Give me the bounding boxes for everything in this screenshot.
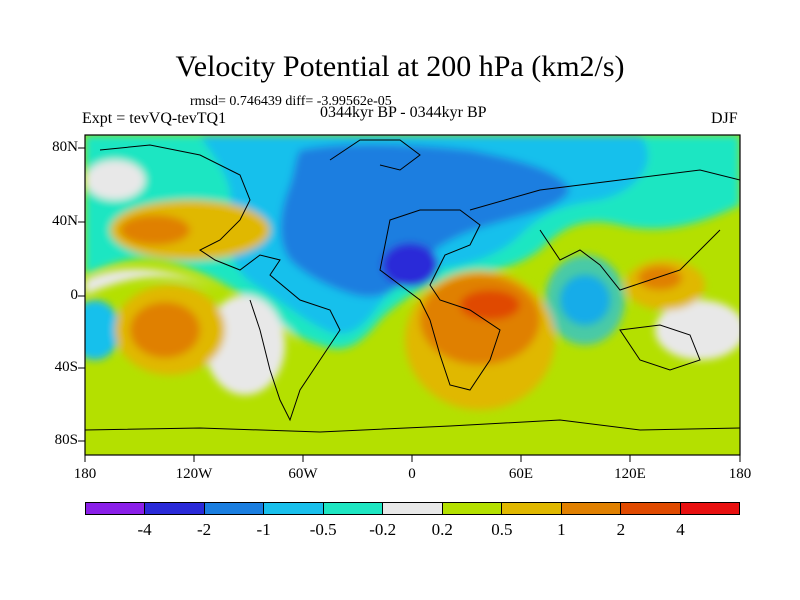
- coastlines: [85, 139, 740, 433]
- lon-label-60e: 60E: [508, 466, 534, 482]
- contour-neg4: [382, 243, 438, 287]
- contour-pos4-africa: [460, 290, 520, 320]
- lat-label-40s: 40S: [54, 359, 78, 375]
- colorbar-label: 2: [616, 520, 626, 539]
- lon-label-120w: 120W: [175, 466, 213, 482]
- colorbar-label: 1: [557, 520, 566, 539]
- colorbar-swatch-1: [145, 503, 205, 514]
- lon-label-60w: 60W: [288, 466, 318, 482]
- contour-neg1-indian: [545, 255, 625, 345]
- period-label: 0344kyr BP - 0344kyr BP: [320, 104, 487, 121]
- lat-label-80s: 80S: [54, 432, 78, 448]
- experiment-label: Expt = tevVQ-tevTQ1: [82, 110, 227, 127]
- axis-ticks: [78, 147, 741, 462]
- colorbar-swatch-5: [383, 503, 443, 514]
- colorbar-swatch-0: [86, 503, 146, 514]
- lon-label-120e: 120E: [614, 466, 646, 482]
- contour-pos2-pacific-s: [130, 302, 200, 358]
- contour-neg1-west: [85, 300, 120, 360]
- zero-band-nam: [85, 160, 145, 200]
- colorbar: [85, 502, 740, 515]
- colorbar-swatch-8: [561, 503, 622, 514]
- colorbar-swatch-4: [323, 503, 384, 514]
- colorbar-swatch-10: [680, 503, 739, 514]
- colorbar-label: -1: [256, 520, 271, 539]
- contour-neg2: [280, 144, 570, 297]
- colorbar-label: -0.2: [369, 520, 397, 539]
- lat-label-0: 0: [70, 287, 79, 303]
- colorbar-label: 4: [676, 520, 685, 539]
- lon-label-180w: 180: [73, 466, 97, 482]
- lat-label-40n: 40N: [52, 213, 78, 229]
- colorbar-swatch-7: [502, 503, 562, 514]
- colorbar-label: 0.5: [491, 520, 513, 539]
- season-label: DJF: [711, 110, 738, 127]
- contour-pos2-pacific-n: [120, 215, 190, 245]
- contour-pos2-africa: [420, 275, 540, 365]
- zero-band-pacific: [205, 295, 285, 395]
- colorbar-label: 0.2: [431, 520, 453, 539]
- stats-line: rmsd= 0.746439 diff= -3.99562e-05: [190, 94, 392, 109]
- colorbar-label: -2: [196, 520, 212, 539]
- colorbar-label: -4: [137, 520, 152, 539]
- contour-pos2-wpac: [638, 266, 682, 290]
- colorbar-swatch-9: [621, 503, 681, 514]
- colorbar-swatch-6: [442, 503, 503, 514]
- zero-band-south: [655, 300, 740, 360]
- lon-label-0: 0: [408, 466, 416, 482]
- lon-label-180e: 180: [728, 466, 752, 482]
- map-title: Velocity Potential at 200 hPa (km2/s): [175, 50, 625, 83]
- colorbar-swatch-3: [264, 503, 324, 514]
- colorbar-label: -0.5: [309, 520, 337, 539]
- lat-label-80n: 80N: [52, 139, 78, 155]
- colorbar-swatch-2: [204, 503, 265, 514]
